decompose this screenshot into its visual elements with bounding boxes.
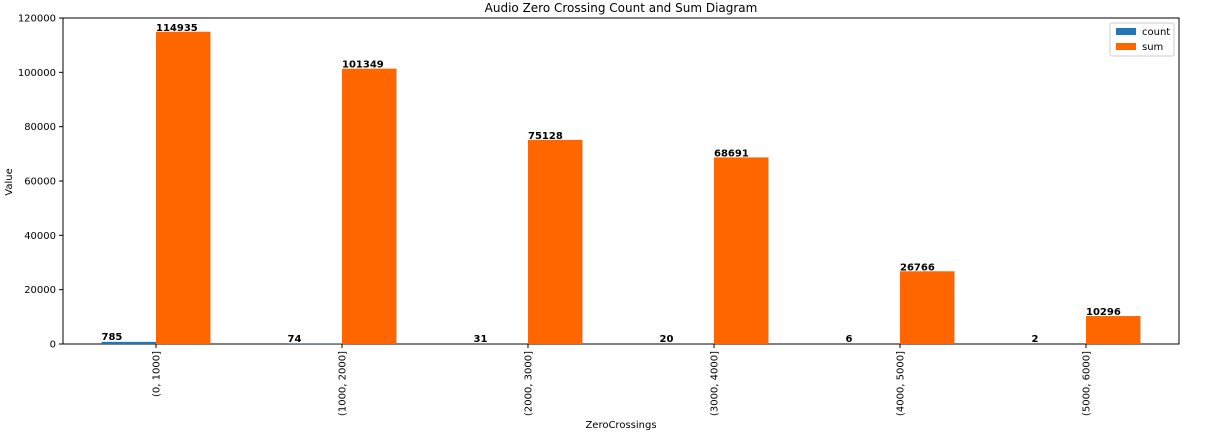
x-axis-label: ZeroCrossings xyxy=(585,420,656,431)
x-tick-label: (1000, 2000] xyxy=(338,351,349,416)
bar-sum xyxy=(156,31,211,344)
data-label-sum: 114935 xyxy=(156,23,198,34)
bar-sum xyxy=(342,68,397,344)
chart-title: Audio Zero Crossing Count and Sum Diagra… xyxy=(485,1,758,15)
y-tick-label: 0 xyxy=(50,340,56,351)
data-label-sum: 75128 xyxy=(528,131,563,142)
data-label-count: 6 xyxy=(846,334,853,345)
y-tick-label: 20000 xyxy=(24,285,56,296)
bar-sum xyxy=(528,139,583,344)
data-label-count: 2 xyxy=(1032,334,1039,345)
y-tick-label: 60000 xyxy=(24,177,56,188)
legend-swatch-count xyxy=(1116,28,1136,35)
y-tick-label: 40000 xyxy=(24,231,56,242)
bar-count xyxy=(101,341,156,344)
x-tick-label: (0, 1000] xyxy=(152,351,163,397)
legend-label-sum: sum xyxy=(1142,42,1163,53)
data-label-sum: 26766 xyxy=(900,262,935,273)
bar-sum xyxy=(714,157,769,344)
y-tick-label: 80000 xyxy=(24,122,56,133)
legend-swatch-sum xyxy=(1116,43,1136,50)
x-tick-label: (5000, 6000] xyxy=(1082,351,1093,416)
data-label-count: 20 xyxy=(660,334,674,345)
data-label-sum: 10296 xyxy=(1086,307,1121,318)
bar-sum xyxy=(900,271,955,344)
y-axis-label: Value xyxy=(4,168,15,195)
y-tick-label: 120000 xyxy=(18,14,56,25)
plot-area: 0 20000 40000 60000 80000 100000 120000 (0, 100… xyxy=(18,14,1180,416)
x-tick-label: (4000, 5000] xyxy=(896,351,907,416)
data-label-count: 31 xyxy=(474,334,488,345)
bar-sum xyxy=(1086,316,1141,344)
legend-label-count: count xyxy=(1142,27,1170,38)
x-tick-label: (2000, 3000] xyxy=(524,351,535,416)
data-label-count: 785 xyxy=(102,332,123,343)
data-label-sum: 101349 xyxy=(342,60,384,71)
y-tick-label: 100000 xyxy=(18,68,56,79)
data-label-count: 74 xyxy=(288,334,302,345)
plot-frame xyxy=(62,17,1180,345)
legend: count sum xyxy=(1109,22,1175,57)
x-tick-label: (3000, 4000] xyxy=(710,351,721,416)
data-label-sum: 68691 xyxy=(714,148,749,159)
